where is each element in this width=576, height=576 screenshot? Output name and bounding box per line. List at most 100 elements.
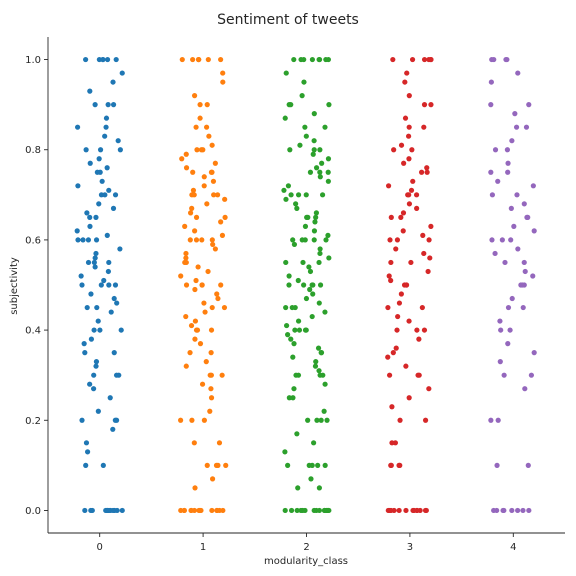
- data-point: [426, 386, 432, 392]
- data-point: [521, 201, 527, 207]
- data-point: [391, 147, 397, 153]
- x-tick-label: 4: [510, 542, 516, 553]
- data-point: [183, 165, 190, 171]
- data-point: [313, 165, 320, 171]
- data-point: [387, 237, 393, 243]
- y-tick-label: 0.8: [25, 145, 41, 156]
- data-point: [313, 214, 319, 220]
- data-point: [386, 273, 392, 279]
- data-point: [79, 282, 85, 288]
- data-point: [74, 228, 80, 234]
- data-point: [190, 56, 196, 63]
- data-point: [88, 291, 94, 297]
- data-point: [115, 138, 121, 144]
- data-point: [204, 462, 210, 468]
- data-point: [325, 56, 332, 63]
- data-point: [416, 336, 422, 342]
- data-point: [424, 169, 430, 175]
- data-point: [310, 151, 316, 157]
- data-point: [89, 507, 95, 514]
- data-point: [426, 237, 432, 243]
- data-point: [291, 341, 297, 347]
- data-point: [504, 147, 511, 153]
- data-point: [319, 160, 325, 166]
- data-point: [292, 304, 298, 311]
- data-point: [414, 205, 420, 211]
- data-point: [316, 56, 322, 63]
- data-point: [193, 214, 200, 220]
- data-point: [209, 476, 216, 482]
- data-point: [317, 174, 323, 180]
- data-point: [290, 237, 296, 243]
- data-point: [326, 507, 332, 514]
- data-point: [323, 237, 329, 243]
- data-point: [406, 124, 412, 130]
- data-point: [93, 237, 100, 243]
- data-point: [311, 147, 317, 153]
- data-point: [414, 507, 420, 514]
- data-point: [97, 327, 103, 333]
- x-tick-label: 3: [407, 542, 413, 553]
- data-point: [494, 462, 500, 468]
- data-point: [183, 363, 189, 369]
- data-point: [195, 264, 201, 270]
- data-point: [505, 169, 511, 175]
- data-point: [403, 363, 409, 369]
- data-point: [191, 440, 197, 446]
- data-point: [389, 440, 395, 446]
- data-point: [495, 417, 501, 423]
- data-point: [301, 79, 307, 85]
- data-point: [104, 56, 111, 63]
- data-point: [388, 277, 394, 284]
- data-point: [413, 192, 420, 198]
- data-point: [409, 147, 415, 153]
- data-point: [208, 169, 215, 175]
- data-point: [503, 56, 509, 63]
- data-point: [295, 277, 301, 284]
- data-point: [79, 417, 85, 423]
- data-point: [326, 255, 332, 261]
- data-point: [325, 232, 331, 238]
- data-point: [531, 350, 537, 356]
- data-point: [112, 417, 118, 423]
- data-point: [508, 205, 514, 211]
- data-point: [183, 151, 189, 157]
- data-point: [208, 395, 215, 401]
- data-point: [215, 192, 221, 198]
- data-point: [499, 237, 505, 243]
- data-point: [520, 507, 526, 514]
- data-point: [183, 259, 189, 266]
- data-point: [310, 291, 316, 297]
- data-point: [286, 395, 292, 401]
- data-point: [193, 277, 199, 284]
- y-tick-label: 0.2: [25, 416, 41, 427]
- x-tick-label: 0: [97, 542, 103, 553]
- data-point: [93, 363, 99, 369]
- data-point: [501, 372, 507, 378]
- data-point: [117, 246, 123, 252]
- data-point: [317, 169, 323, 175]
- data-point: [531, 228, 537, 234]
- data-point: [283, 196, 289, 202]
- data-point: [319, 192, 326, 198]
- data-point: [488, 79, 494, 85]
- data-point: [317, 147, 323, 153]
- data-point: [96, 201, 102, 207]
- data-point: [208, 350, 214, 356]
- x-tick-label: 2: [303, 542, 309, 553]
- data-point: [210, 178, 217, 184]
- data-point: [525, 214, 531, 220]
- data-point: [505, 341, 511, 347]
- data-point: [424, 165, 430, 171]
- data-point: [191, 93, 198, 99]
- data-point: [495, 178, 501, 184]
- data-point: [118, 327, 124, 333]
- data-point: [87, 214, 93, 220]
- data-point: [199, 237, 205, 243]
- points-layer: [74, 56, 537, 514]
- data-point: [197, 115, 203, 121]
- data-point: [95, 318, 101, 324]
- data-point: [316, 507, 323, 514]
- data-point: [209, 237, 215, 243]
- data-point: [421, 102, 428, 108]
